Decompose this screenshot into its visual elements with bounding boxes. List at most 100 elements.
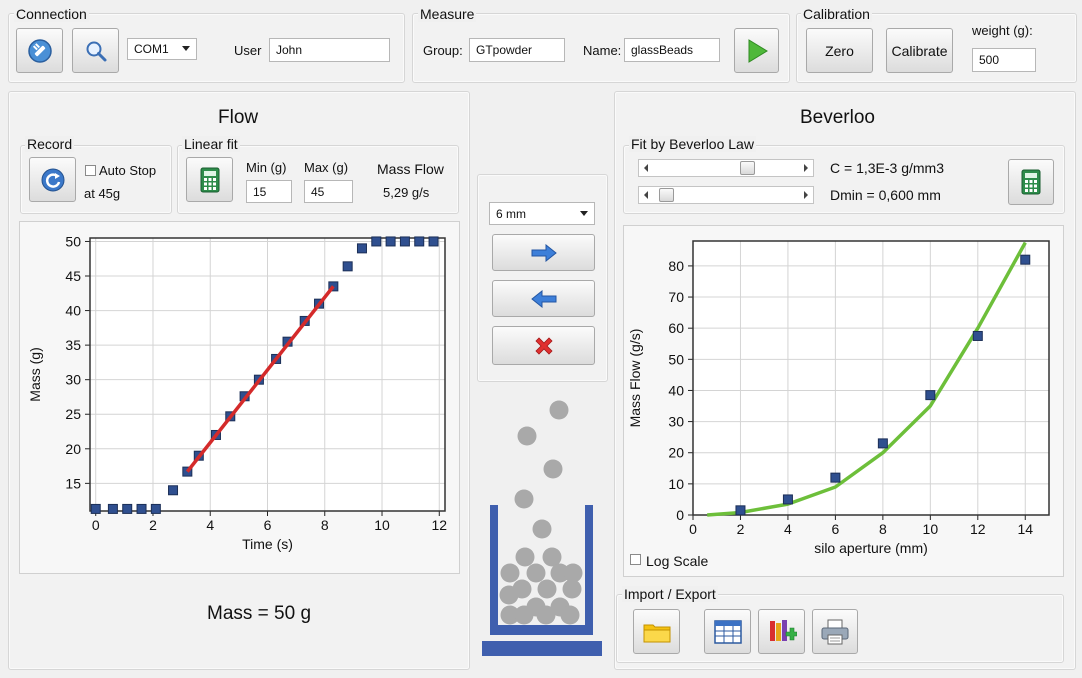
chevron-down-icon [580,210,588,216]
dmin-slider[interactable] [638,186,814,204]
plot-area [693,241,1049,515]
y-tick-label: 60 [668,320,684,336]
data-point [428,236,439,247]
data-point [399,236,410,247]
linear-fit-calculator-button[interactable] [186,157,233,202]
connect-button[interactable] [16,28,63,73]
books-add-icon [769,619,797,641]
flow-title: Flow [218,107,259,128]
user-label: User [234,43,262,58]
zero-button[interactable]: Zero [806,28,873,73]
close-icon [534,336,553,355]
printer-icon [821,619,849,644]
y-tick-label: 25 [65,406,81,422]
plot-border [89,237,446,512]
data-point [414,236,425,247]
data-point [830,472,841,483]
x-tick-label: 0 [689,521,697,537]
print-button[interactable] [812,609,858,654]
plot-border [692,240,1050,516]
table-view-button[interactable] [704,609,751,654]
log-scale-checkbox[interactable] [630,554,641,565]
data-point [90,503,101,514]
y-tick-label: 20 [65,441,81,457]
c-slider-thumb[interactable] [740,161,755,175]
c-value-label: C = 1,3E-3 g/mm3 [830,160,944,176]
beverloo-fit-title: Fit by Beverloo Law [629,136,756,152]
x-axis-label: silo aperture (mm) [814,540,928,556]
max-label: Max (g) [304,160,349,175]
min-input[interactable] [246,180,292,203]
import-export-title: Import / Export [622,586,718,602]
max-input[interactable] [304,180,353,203]
arrow-left-icon [530,289,556,308]
flow-chart-frame: 0 2 4 6 8 10 12 15 20 25 30 35 40 45 50 Time (s) Mass (g… [19,221,460,574]
auto-stop-threshold: at 45g [84,186,121,201]
data-point [925,390,936,401]
data-point [150,503,161,514]
arrow-right-small-icon [804,191,808,199]
y-tick-label: 50 [668,351,684,367]
plug-icon [27,38,52,63]
user-input[interactable] [269,38,390,62]
x-tick-label: 14 [1017,521,1033,537]
dmin-slider-thumb[interactable] [659,188,674,202]
y-axis-label: Mass (g) [27,347,43,401]
mass-readout: Mass = 50 g [207,603,312,624]
start-measure-button[interactable] [734,28,779,73]
play-icon [748,38,768,63]
auto-stop-checkbox[interactable] [85,165,96,176]
record-title: Record [25,136,75,152]
y-tick-label: 35 [65,337,81,353]
x-tick-label: 6 [832,521,840,537]
x-tick-label: 12 [431,517,447,533]
group-input[interactable] [469,38,565,62]
arrow-left-small-icon [644,164,648,172]
aperture-select[interactable]: 6 mm [489,202,595,225]
weight-input[interactable] [972,48,1036,72]
y-tick-label: 15 [65,475,81,491]
min-label: Min (g) [246,160,287,175]
delete-button[interactable] [492,326,595,365]
y-tick-label: 30 [668,414,684,430]
search-icon [86,41,106,61]
weight-label: weight (g): [972,23,1033,38]
data-point [385,236,396,247]
y-axis-label: Mass Flow (g/s) [627,329,643,428]
c-slider[interactable] [638,159,814,177]
data-point [168,485,179,496]
flow-chart: 0 2 4 6 8 10 12 15 20 25 30 35 40 45 50 Time (s) Mass (g… [27,233,447,552]
x-axis-label: Time (s) [242,536,293,552]
x-tick-label: 10 [374,517,390,533]
y-tick-label: 30 [65,372,81,388]
folder-icon [643,624,670,642]
add-aperture-button[interactable] [492,234,595,271]
name-input[interactable] [624,38,720,62]
beverloo-fit-calculator-button[interactable] [1008,159,1054,205]
x-tick-label: 10 [923,521,939,537]
x-tick-label: 6 [264,517,272,533]
data-point [735,505,746,516]
calculator-icon [1021,169,1041,195]
remove-aperture-button[interactable] [492,280,595,317]
x-tick-label: 4 [784,521,792,537]
y-tick-label: 80 [668,258,684,274]
com-port-value: COM1 [134,42,169,56]
add-data-button[interactable] [758,609,805,654]
data-point [782,494,793,505]
x-tick-label: 0 [92,517,100,533]
arrow-left-small-icon [644,191,648,199]
data-point [877,438,888,449]
x-tick-label: 2 [737,521,745,537]
data-point [1020,254,1031,265]
calibrate-button[interactable]: Calibrate [886,28,953,73]
com-port-select[interactable]: COM1 [127,38,197,60]
x-tick-label: 4 [206,517,214,533]
data-point [136,503,147,514]
search-port-button[interactable] [72,28,119,73]
open-folder-button[interactable] [633,609,680,654]
linear-fit-line [185,285,335,473]
y-tick-label: 40 [668,382,684,398]
y-tick-label: 70 [668,289,684,305]
refresh-record-button[interactable] [29,157,76,202]
